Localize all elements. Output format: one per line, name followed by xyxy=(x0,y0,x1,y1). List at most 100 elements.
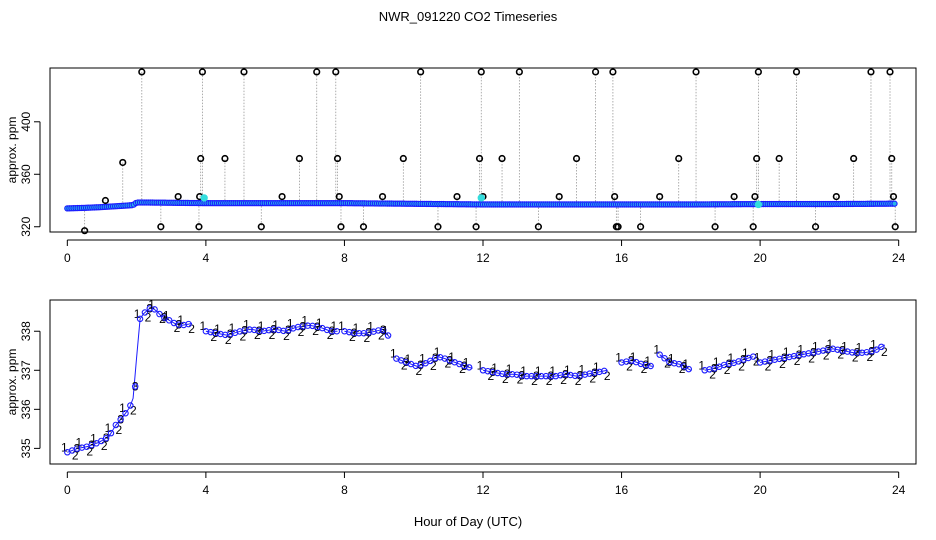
bottom-y-axis-label: approx. ppm xyxy=(5,349,19,416)
top-outlier-point xyxy=(555,192,563,201)
bottom-sample-label: 2 xyxy=(415,364,422,378)
bottom-sample-label: 2 xyxy=(575,374,582,388)
top-outlier-point xyxy=(614,223,622,231)
top-outlier-point xyxy=(591,68,600,76)
bottom-sample-label: 1 xyxy=(382,324,389,338)
bottom-sample-label: 3 xyxy=(681,359,688,373)
top-outlier-point xyxy=(609,68,617,76)
top-outlier-point xyxy=(337,223,345,231)
bottom-sample-label: 3 xyxy=(489,365,496,379)
top-x-tick-label: 0 xyxy=(64,251,71,265)
bottom-sample-label: 2 xyxy=(517,373,524,387)
top-highlight-point xyxy=(754,200,763,209)
bottom-point xyxy=(112,421,120,429)
top-outlier-point xyxy=(221,154,229,163)
top-y-tick-label: 360 xyxy=(19,164,33,184)
bottom-point xyxy=(537,372,545,380)
top-outlier-point xyxy=(477,68,485,76)
bottom-point xyxy=(600,367,608,375)
bottom-sample-label: 2 xyxy=(254,328,261,342)
bottom-sample-label: 3 xyxy=(270,322,277,336)
bottom-sample-label: 3 xyxy=(533,369,540,383)
bottom-sample-label: 1 xyxy=(727,351,734,365)
bottom-sample-label: 3 xyxy=(351,326,358,340)
top-outlier-point xyxy=(656,192,664,201)
bottom-point xyxy=(161,314,168,321)
top-outlier-point xyxy=(753,154,761,163)
bottom-sample-label: 3 xyxy=(74,442,81,456)
bottom-point xyxy=(465,364,473,371)
top-outlier-point xyxy=(138,68,146,76)
bottom-sample-label: 2 xyxy=(363,331,370,345)
bottom-sample-label: 1 xyxy=(535,364,542,378)
bottom-y-tick-label: 338 xyxy=(19,321,33,341)
bottom-point xyxy=(151,306,158,313)
bottom-sample-label: 3 xyxy=(628,354,635,368)
bottom-sample-label: 1 xyxy=(578,363,585,377)
bottom-series-line xyxy=(659,354,692,371)
bottom-point xyxy=(122,409,129,417)
bottom-point xyxy=(117,416,124,423)
bottom-point xyxy=(685,365,693,373)
bottom-point xyxy=(355,329,363,337)
bottom-sample-label: 1 xyxy=(713,355,720,369)
bottom-sample-label: 3 xyxy=(432,351,439,365)
bottom-point xyxy=(384,332,392,339)
top-outlier-point xyxy=(749,223,757,231)
top-outlier-point xyxy=(832,192,840,201)
bottom-point xyxy=(98,437,105,445)
bottom-sample-label: 3 xyxy=(329,324,336,338)
bottom-sample-label: 1 xyxy=(353,321,360,335)
bottom-sample-label: 1 xyxy=(367,320,374,334)
bottom-sample-label: 2 xyxy=(488,369,495,383)
bottom-sample-label: 3 xyxy=(825,343,832,357)
bottom-point xyxy=(156,310,163,318)
bottom-sample-label: 3 xyxy=(461,359,468,373)
bottom-point xyxy=(542,372,550,380)
bottom-y-tick-label: 337 xyxy=(19,360,33,380)
bottom-sample-label: 2 xyxy=(86,445,93,459)
bottom-x-tick-label: 12 xyxy=(476,483,490,497)
top-outlier-point xyxy=(751,192,759,201)
bottom-point xyxy=(107,429,115,437)
bottom-point xyxy=(647,362,654,370)
top-outlier-point xyxy=(417,68,425,76)
bottom-sample-label: 1 xyxy=(338,319,345,333)
bottom-y-tick-label: 336 xyxy=(19,399,33,419)
top-y-axis-label: approx. ppm xyxy=(5,117,19,184)
bottom-sample-label: 1 xyxy=(119,401,126,415)
bottom-point xyxy=(680,363,688,370)
top-outlier-point xyxy=(313,68,321,76)
bottom-sample-label: 1 xyxy=(549,364,556,378)
bottom-sample-label: 1 xyxy=(593,360,600,374)
bottom-sample-label: 3 xyxy=(868,344,875,358)
bottom-sample-label: 3 xyxy=(227,327,234,341)
bottom-sample-label: 2 xyxy=(779,357,786,371)
bottom-sample-label: 1 xyxy=(330,319,337,333)
top-outlier-point xyxy=(453,192,461,201)
bottom-sample-label: 1 xyxy=(419,351,426,365)
bottom-sample-label: 3 xyxy=(711,361,718,375)
bottom-sample-label: 1 xyxy=(841,340,848,354)
top-outlier-point xyxy=(534,223,543,231)
bottom-x-tick-label: 8 xyxy=(341,483,348,497)
bottom-sample-label: 1 xyxy=(870,338,877,352)
bottom-point xyxy=(127,402,134,409)
top-y-tick-label: 400 xyxy=(19,111,33,131)
bottom-sample-label: 3 xyxy=(548,369,555,383)
top-outlier-point xyxy=(889,192,898,201)
bottom-series-line xyxy=(704,356,754,371)
bottom-sample-label: 2 xyxy=(327,328,334,342)
bottom-sample-label: 2 xyxy=(159,312,166,326)
bottom-sample-label: 2 xyxy=(130,404,137,418)
bottom-sample-label: 3 xyxy=(417,358,424,372)
bottom-sample-label: 2 xyxy=(378,328,385,342)
bottom-sample-label: 3 xyxy=(146,301,153,315)
bottom-point xyxy=(131,383,139,390)
bottom-sample-label: 1 xyxy=(200,319,207,333)
bottom-point xyxy=(427,357,434,365)
bottom-sample-label: 2 xyxy=(866,350,873,364)
bottom-sample-label: 3 xyxy=(365,326,372,340)
